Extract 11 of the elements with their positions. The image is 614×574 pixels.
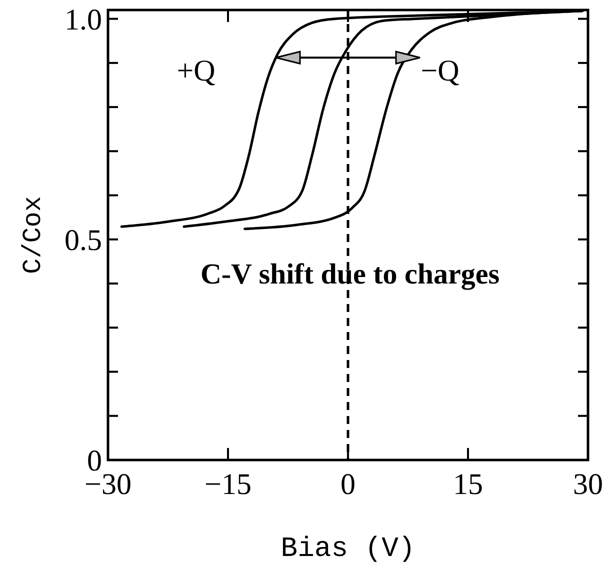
x-tick-label: 0: [340, 468, 356, 501]
y-tick-label: 1.0: [64, 3, 102, 36]
y-tick-label: 0.5: [64, 224, 102, 257]
y-axis-title: C/Cox: [18, 196, 48, 274]
annotation: +Q: [176, 54, 216, 88]
x-tick-label: 15: [453, 468, 483, 501]
x-tick-label: 30: [573, 468, 603, 501]
x-tick-label: −15: [204, 468, 252, 501]
annotation: C-V shift due to charges: [200, 258, 500, 291]
x-axis-title: Bias (V): [280, 534, 416, 565]
annotation: −Q: [420, 54, 460, 88]
